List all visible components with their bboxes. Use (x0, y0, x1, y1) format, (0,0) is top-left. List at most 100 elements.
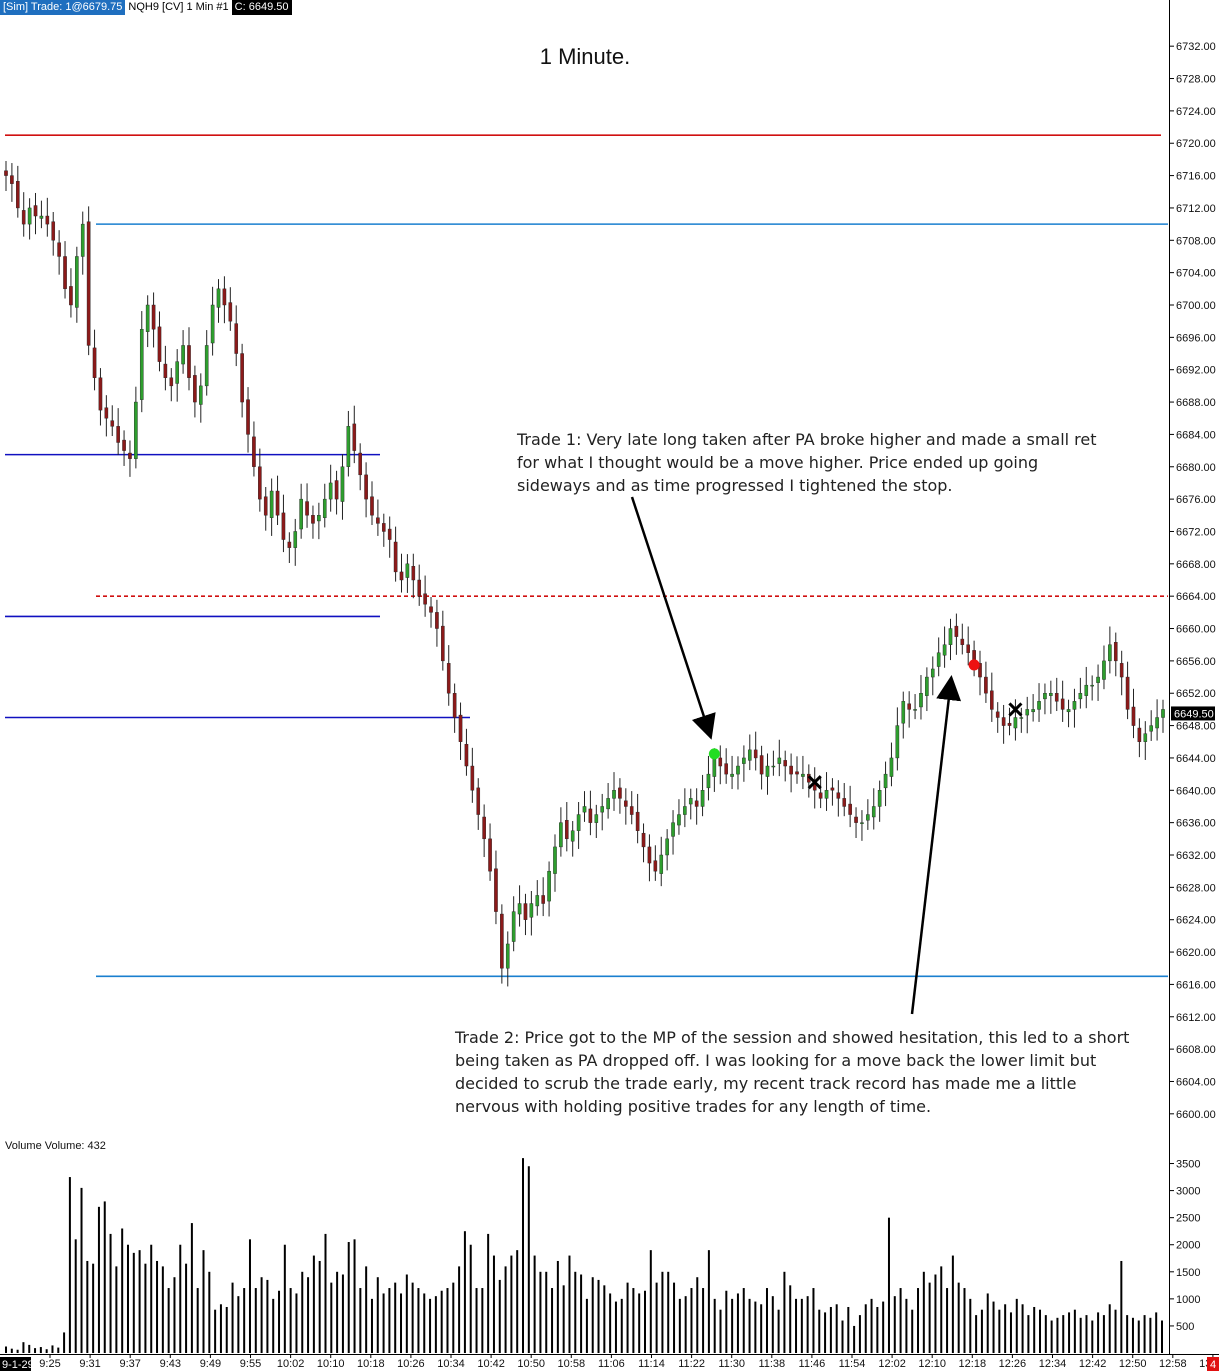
candle-body (1037, 701, 1041, 710)
candle-body (193, 375, 197, 403)
volume-bar (1097, 1312, 1100, 1353)
volume-bar (1033, 1306, 1036, 1353)
candle-body (1161, 709, 1165, 718)
candle-body (1019, 717, 1024, 719)
candle-body (564, 820, 569, 840)
time-tick-label: 11:06 (598, 1358, 625, 1370)
candle-body (830, 787, 835, 791)
candle-body (376, 517, 380, 524)
corner-tag: 4 (1210, 1359, 1216, 1371)
price-tick-label: 6620.00 (1176, 947, 1216, 959)
candle-body (470, 765, 475, 791)
candle-body (594, 814, 599, 823)
price-tick-label: 6732.00 (1176, 41, 1216, 53)
volume-bar (312, 1255, 315, 1353)
candle-body (842, 798, 847, 807)
chart-header: [Sim] Trade: 1@6679.75 NQH9 [CV] 1 Min #… (0, 0, 292, 15)
candle-body (311, 515, 315, 524)
candle-body (69, 286, 73, 306)
volume-bar (562, 1285, 565, 1353)
volume-bar (818, 1309, 821, 1353)
volume-bar (109, 1233, 112, 1353)
candle-body (228, 302, 233, 322)
volume-bar (376, 1277, 379, 1353)
candle-body (1001, 717, 1006, 726)
candle-body (559, 822, 563, 848)
volume-bar (97, 1206, 100, 1353)
volume-bar (887, 1217, 890, 1353)
volume-bar (609, 1293, 612, 1353)
candle-body (877, 790, 882, 807)
volume-bar (696, 1277, 699, 1353)
candle-body (92, 347, 97, 378)
candle-body (51, 221, 56, 241)
volume-bar (1027, 1315, 1030, 1353)
time-tick-label: 10:10 (317, 1358, 345, 1370)
price-tick-label: 6688.00 (1176, 397, 1216, 409)
volume-bar (161, 1266, 164, 1353)
volume-bar (678, 1298, 681, 1353)
price-tick-label: 6676.00 (1176, 494, 1216, 506)
candle-body (505, 943, 510, 969)
volume-bar (1091, 1320, 1094, 1353)
candle-body (1090, 684, 1094, 687)
volume-bar (1161, 1320, 1163, 1353)
candle-body (659, 854, 664, 874)
candle-body (978, 663, 982, 678)
volume-bar (452, 1282, 455, 1353)
candle-body (600, 806, 605, 813)
price-tick-label: 6636.00 (1176, 818, 1216, 830)
time-tick-label: 9:25 (39, 1358, 60, 1370)
volume-bar (1085, 1315, 1088, 1353)
volume-bar (394, 1282, 397, 1353)
volume-bar (1009, 1312, 1012, 1353)
volume-bar (568, 1255, 571, 1353)
volume-bar (870, 1298, 873, 1353)
candle-body (281, 512, 286, 540)
price-tick-label: 6708.00 (1176, 235, 1216, 247)
candle-body (1054, 693, 1059, 702)
volume-bar (806, 1296, 809, 1353)
volume-bar (57, 1347, 60, 1353)
volume-bar (1062, 1315, 1065, 1353)
volume-bar (423, 1293, 426, 1353)
candle-body (907, 703, 911, 710)
price-tick-label: 6704.00 (1176, 268, 1216, 280)
volume-bar (614, 1301, 617, 1353)
volume-bar (1137, 1320, 1140, 1353)
volume-bar (208, 1271, 211, 1353)
volume-bar (167, 1288, 170, 1353)
time-tick-label: 11:30 (718, 1358, 745, 1370)
volume-bar (853, 1325, 856, 1353)
candle-body (930, 668, 935, 678)
candle-body (1155, 717, 1159, 729)
time-tick-label: 9:49 (200, 1358, 221, 1370)
volume-tick-label: 500 (1176, 1321, 1194, 1333)
volume-bar (86, 1260, 89, 1353)
candle-body (570, 830, 575, 842)
candle-body (435, 612, 439, 629)
volume-bar (405, 1274, 408, 1353)
candle-body (1031, 709, 1035, 713)
candle-body (299, 498, 303, 530)
volume-bar (1073, 1309, 1076, 1353)
volume-tick-label: 1500 (1176, 1267, 1200, 1279)
volume-bar (725, 1290, 728, 1353)
volume-bar (597, 1279, 600, 1353)
volume-bar (254, 1288, 257, 1353)
volume-bar (359, 1288, 362, 1353)
volume-bar (103, 1201, 106, 1353)
candle-body (1013, 717, 1018, 729)
candle-body (494, 868, 498, 912)
price-tick-label: 6724.00 (1176, 106, 1216, 118)
volume-bar (736, 1293, 739, 1353)
candle-body (1066, 709, 1071, 713)
candle-body (334, 480, 339, 500)
candle-body (104, 407, 109, 419)
volume-bar (893, 1296, 896, 1353)
price-tick-label: 6624.00 (1176, 915, 1216, 927)
volume-bar (388, 1288, 391, 1353)
candle-body (458, 714, 463, 742)
volume-bar (365, 1266, 368, 1353)
volume-bar (219, 1304, 222, 1353)
